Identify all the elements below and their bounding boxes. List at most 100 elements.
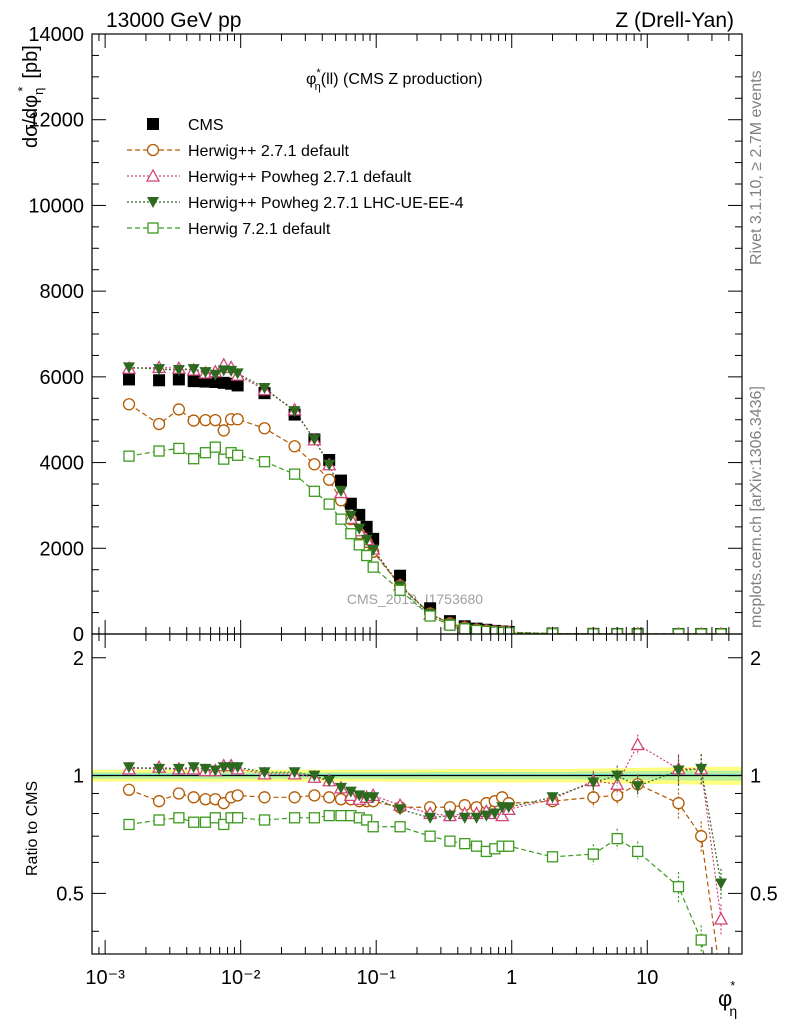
legend-label-3: Herwig++ Powheg 2.7.1 LHC-UE-EE-4 — [188, 195, 464, 212]
x-axis-label: φ* η — [718, 978, 737, 1019]
main-point-s4-19 — [424, 610, 436, 622]
ratio-point-s2-33 — [715, 878, 728, 890]
main-point-s3-3 — [187, 364, 200, 376]
ratio-point-s2-13 — [335, 782, 348, 794]
ratio-point-s3-22 — [470, 840, 483, 852]
header-left: 13000 GeV pp — [106, 9, 241, 32]
ratio-point-s3-26 — [503, 840, 515, 852]
ratio-point-s2-23 — [480, 810, 493, 822]
ratio-point-s2-26 — [502, 802, 515, 814]
main-point-s1-0 — [122, 398, 136, 411]
main-point-s3-1 — [153, 364, 166, 376]
main-ytick-label-6: 12000 — [28, 110, 84, 132]
side-mcplots-label: mcplots.cern.ch [arXiv:1306.3436] — [748, 386, 765, 628]
legend-marker-0 — [147, 118, 159, 130]
main-ytick-label-0: 0 — [73, 624, 84, 646]
ratio-point-s3-11 — [308, 812, 321, 824]
ratio-point-s3-9 — [258, 814, 271, 826]
ratio-point-s2-28 — [587, 777, 600, 789]
ratio-point-s2-24 — [488, 808, 501, 820]
ratio-point-s3-29 — [611, 832, 623, 845]
main-point-s3-10 — [288, 406, 301, 418]
main-point-s3-5 — [209, 369, 222, 381]
main-point-s3-4 — [199, 367, 212, 379]
side-rivet-label: Rivet 3.1.10, ≥ 2.7M events — [748, 70, 765, 265]
ratio-point-s3-28 — [587, 848, 599, 860]
ratio-point-s3-31 — [672, 881, 685, 893]
legend-label-2: Herwig++ Powheg 2.7.1 default — [188, 169, 412, 186]
main-y-label: dσ/dφη*[pb] — [15, 45, 46, 148]
ratio-point-s0-31 — [672, 797, 685, 810]
main-point-s1-9 — [258, 422, 271, 435]
x-tick-label-1: 10⁻² — [221, 967, 261, 989]
ratio-point-s2-8 — [231, 762, 244, 774]
main-point-s4-17 — [367, 561, 379, 573]
ratio-point-s1-25 — [495, 808, 510, 822]
ratio-point-s0-33 — [716, 975, 727, 986]
ratio-point-s3-19 — [424, 830, 436, 842]
main-point-s0-0 — [123, 373, 136, 386]
ratio-point-s0-32 — [695, 830, 708, 843]
ratio-y-label: Ratio to CMS — [24, 781, 41, 876]
main-point-s1-6 — [217, 424, 230, 437]
ratio-point-s2-12 — [323, 775, 336, 787]
main-point-s4-26 — [503, 627, 515, 634]
main-data-layer — [121, 357, 728, 634]
main-point-s4-2 — [173, 442, 185, 455]
header-right: Z (Drell-Yan) — [615, 9, 734, 32]
main-x-ticks — [91, 34, 743, 634]
ratio-point-s2-11 — [308, 770, 321, 782]
legend-marker-4 — [147, 222, 159, 234]
main-point-s3-12 — [323, 459, 336, 471]
ratio-point-s3-32 — [695, 934, 707, 946]
ratio-ytick-label-2: 2 — [73, 648, 84, 670]
ratio-point-s2-18 — [394, 804, 407, 816]
main-point-s4-8 — [231, 449, 244, 461]
ratio-point-s3-12 — [323, 809, 335, 822]
main-point-s4-11 — [308, 485, 321, 497]
main-point-s0-2 — [172, 373, 185, 386]
x-tick-label-2: 10⁻¹ — [356, 967, 396, 989]
ratio-point-s0-12 — [323, 791, 336, 804]
legend-label-4: Herwig 7.2.1 default — [188, 221, 331, 238]
main-point-s3-2 — [172, 365, 185, 376]
ratio-point-s2-14 — [344, 786, 357, 798]
main-point-s4-9 — [258, 456, 271, 468]
ratio-point-s0-8 — [231, 789, 244, 802]
legend-marker-1 — [146, 143, 160, 157]
main-y-axis: 0 2000 4000 6000 8000 10000 12000 14000 — [28, 24, 742, 646]
main-point-s1-2 — [172, 403, 186, 416]
main-point-s4-14 — [345, 528, 357, 540]
ratio-point-s0-28 — [587, 791, 600, 804]
ratio-point-s3-8 — [231, 812, 244, 824]
main-point-s4-0 — [123, 450, 135, 462]
legend-marker-3 — [147, 197, 159, 208]
legend: CMS Herwig++ 2.7.1 default Herwig++ Powheg… — [127, 117, 464, 238]
ratio-point-s1-30 — [630, 737, 645, 751]
main-point-s0-1 — [153, 374, 166, 387]
ratio-point-s3-5 — [209, 812, 221, 824]
main-point-s1-3 — [187, 414, 200, 427]
main-point-s4-21 — [459, 623, 471, 634]
ratio-point-s2-19 — [424, 812, 437, 824]
main-point-s4-10 — [288, 468, 301, 480]
main-point-s0-18 — [394, 569, 407, 582]
ratio-point-s3-3 — [188, 816, 200, 828]
ratio-point-s1-29 — [610, 776, 625, 790]
main-series-line-4 — [128, 446, 722, 634]
ratio-ytick-label-right-2: 2 — [750, 648, 761, 670]
ratio-point-s2-9 — [258, 767, 271, 779]
main-ytick-label-1: 2000 — [40, 538, 85, 560]
legend-label-0: CMS — [188, 117, 224, 134]
ratio-point-s2-1 — [153, 763, 166, 775]
main-point-s4-12 — [323, 498, 335, 510]
main-point-s3-9 — [258, 383, 271, 394]
ratio-point-s2-21 — [458, 812, 471, 824]
ratio-y-axis: 0.5 0.5 1 1 2 2 — [56, 648, 778, 932]
main-point-s3-15 — [353, 523, 366, 535]
ratio-plot-panel: 0.5 0.51 12 2 10⁻³ 10⁻² 10⁻¹ 1 10 Ratio to CMS … — [24, 633, 778, 1019]
main-ytick-label-4: 8000 — [40, 281, 85, 303]
main-point-s3-11 — [308, 434, 321, 446]
ratio-x-axis: 10⁻³ 10⁻² 10⁻¹ 1 10 — [85, 634, 743, 989]
ratio-point-s3-18 — [394, 821, 406, 833]
